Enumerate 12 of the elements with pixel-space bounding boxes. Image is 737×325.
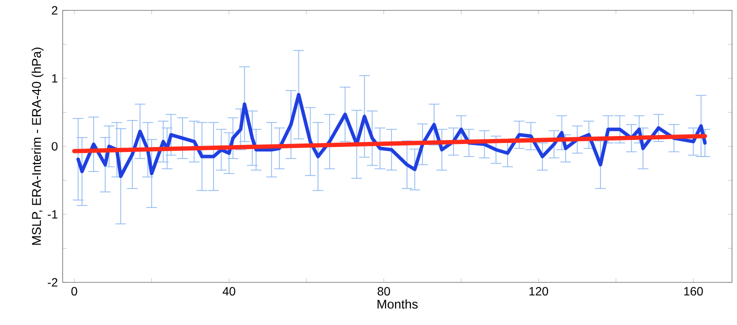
y-tick-label: -1 [48,210,58,218]
y-tick-label: 2 [52,6,58,15]
x-tick-label: 40 [222,287,236,296]
x-tick-label: 80 [378,287,390,296]
y-axis-title: MSLP, ERA-Interim - ERA-40 (hPa) [32,48,44,245]
x-tick-label: 0 [71,287,78,296]
x-axis-title: Months [378,299,418,309]
x-tick-label: 120 [529,287,548,296]
y-tick-label: 0 [52,142,58,151]
y-tick-label: 1 [52,74,58,82]
y-tick-label: -2 [48,278,58,287]
x-tick-label: 160 [684,287,703,296]
